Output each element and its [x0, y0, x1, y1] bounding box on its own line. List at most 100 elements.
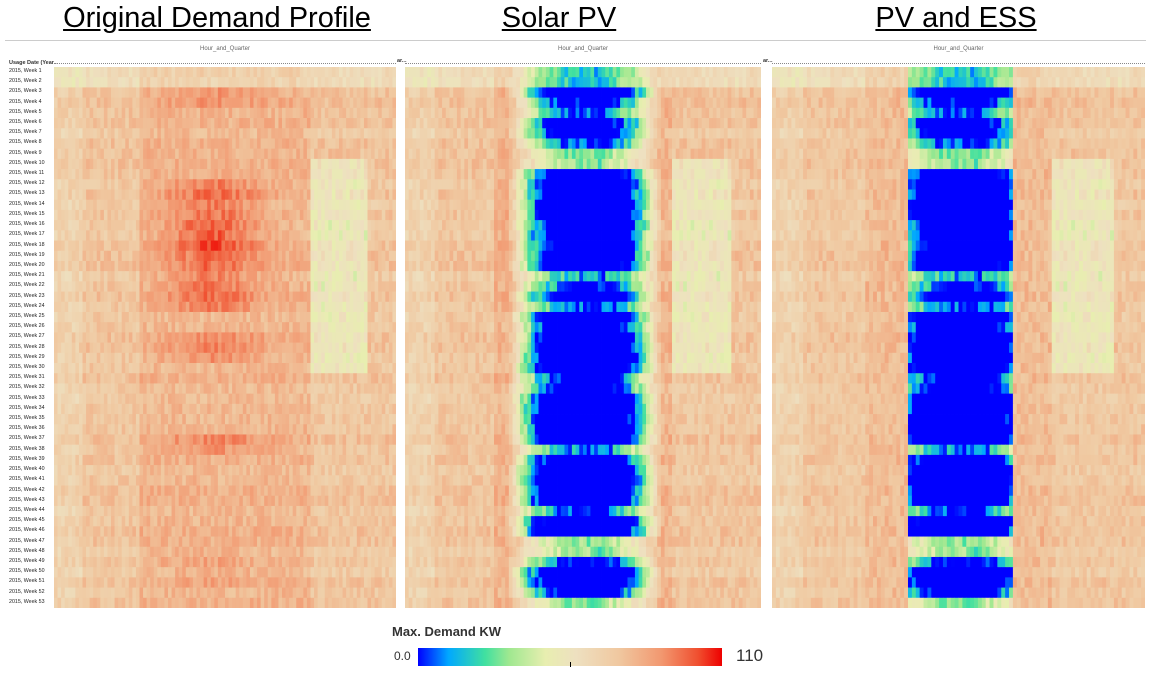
heatmap-cell [146, 444, 151, 456]
heatmap-cell [392, 118, 396, 129]
heatmap-cell [89, 505, 94, 517]
heatmap-cell [128, 403, 133, 415]
heatmap-cell [164, 118, 169, 129]
heatmap-cell [121, 434, 126, 446]
heatmap-cell [267, 260, 272, 272]
heatmap-cell [264, 271, 269, 282]
heatmap-cell [360, 301, 365, 313]
heatmap-cell [135, 67, 140, 78]
heatmap-cell [356, 475, 361, 486]
heatmap-cell [235, 158, 240, 170]
heatmap-cell [363, 536, 368, 548]
heatmap-cell [221, 352, 226, 364]
heatmap-cell [132, 475, 137, 486]
heatmap-cell [246, 67, 251, 78]
heatmap-cell [214, 444, 219, 456]
heatmap-cell [125, 87, 130, 99]
heatmap-cell [196, 505, 201, 517]
heatmap-cell [367, 311, 372, 323]
heatmap-cell [64, 587, 69, 599]
heatmap-cell [232, 322, 237, 333]
heatmap-cell [267, 383, 272, 395]
heatmap-cell [339, 373, 343, 384]
heatmap-cell [121, 342, 126, 354]
heatmap-cell [225, 363, 229, 374]
heatmap-cell [232, 169, 237, 180]
heatmap-cell [103, 536, 108, 548]
heatmap-cell [96, 567, 101, 578]
heatmap-cell [217, 454, 222, 466]
heatmap-cell [349, 516, 354, 527]
heatmap-cell [346, 118, 351, 129]
heatmap-cell [317, 271, 322, 282]
heatmap-cell [185, 567, 190, 578]
heatmap-cell [175, 128, 180, 139]
heatmap-cell [54, 322, 58, 333]
heatmap-cell [57, 505, 62, 517]
heatmap-cell [271, 271, 276, 282]
heatmap-cell [150, 158, 155, 170]
heatmap-cell [228, 393, 233, 405]
heatmap-cell [232, 485, 237, 497]
heatmap-cell [285, 393, 290, 405]
heatmap-cell [178, 383, 183, 395]
heatmap-cell [175, 311, 180, 323]
heatmap-cell [54, 230, 58, 241]
heatmap-cell [314, 332, 319, 344]
heatmap-cell [249, 465, 254, 476]
heatmap-cell [242, 556, 247, 568]
heatmap-cell [371, 148, 376, 160]
heatmap-cell [321, 332, 326, 344]
heatmap-cell [164, 97, 169, 109]
heatmap-cell [75, 556, 80, 568]
heatmap-cell [118, 577, 123, 588]
heatmap-cell [192, 281, 197, 292]
heatmap-cell [342, 373, 347, 384]
heatmap-cell [232, 107, 237, 119]
heatmap-cell [356, 444, 361, 456]
heatmap-cell [356, 240, 361, 252]
heatmap-cell [299, 505, 304, 517]
heatmap-cell [210, 260, 215, 272]
heatmap-cell [296, 444, 301, 456]
heatmap-cell [103, 526, 108, 537]
heatmap-cell [64, 454, 69, 466]
heatmap-cell [160, 526, 165, 537]
heatmap-cell [292, 311, 297, 323]
heatmap-cell [150, 444, 155, 456]
heatmap-cell [200, 311, 205, 323]
heatmap-cell [346, 87, 351, 99]
heatmap-cell [164, 587, 169, 599]
heatmap-cell [353, 301, 358, 313]
heatmap-cell [299, 118, 304, 129]
heatmap-cell [374, 414, 379, 425]
heatmap-cell [203, 148, 208, 160]
heatmap-cell [274, 465, 279, 476]
heatmap-cell [253, 250, 258, 262]
heatmap-cell [146, 128, 151, 139]
heatmap-cell [210, 291, 215, 303]
heatmap-cell [303, 465, 308, 476]
heatmap-cell [274, 414, 279, 425]
heatmap-cell [89, 271, 94, 282]
heatmap-cell [93, 199, 98, 211]
heatmap-cell [221, 546, 226, 558]
week-row-label: 2015, Week 6 [9, 119, 42, 126]
heatmap-cell [321, 189, 326, 201]
heatmap-cell [324, 230, 329, 241]
heatmap-cell [221, 240, 226, 252]
heatmap-cell [107, 332, 112, 344]
heatmap-cell [146, 536, 151, 548]
heatmap-cell [118, 383, 123, 395]
heatmap-cell [111, 128, 115, 139]
heatmap-cell [93, 577, 98, 588]
heatmap-cell [107, 322, 112, 333]
heatmap-cell [317, 475, 322, 486]
heatmap-cell [143, 332, 148, 344]
heatmap-cell [125, 485, 130, 497]
heatmap-cell [89, 77, 94, 88]
heatmap-cell [228, 118, 233, 129]
heatmap-cell [289, 230, 294, 241]
heatmap-cell [249, 97, 254, 109]
heatmap-cell [128, 332, 133, 344]
